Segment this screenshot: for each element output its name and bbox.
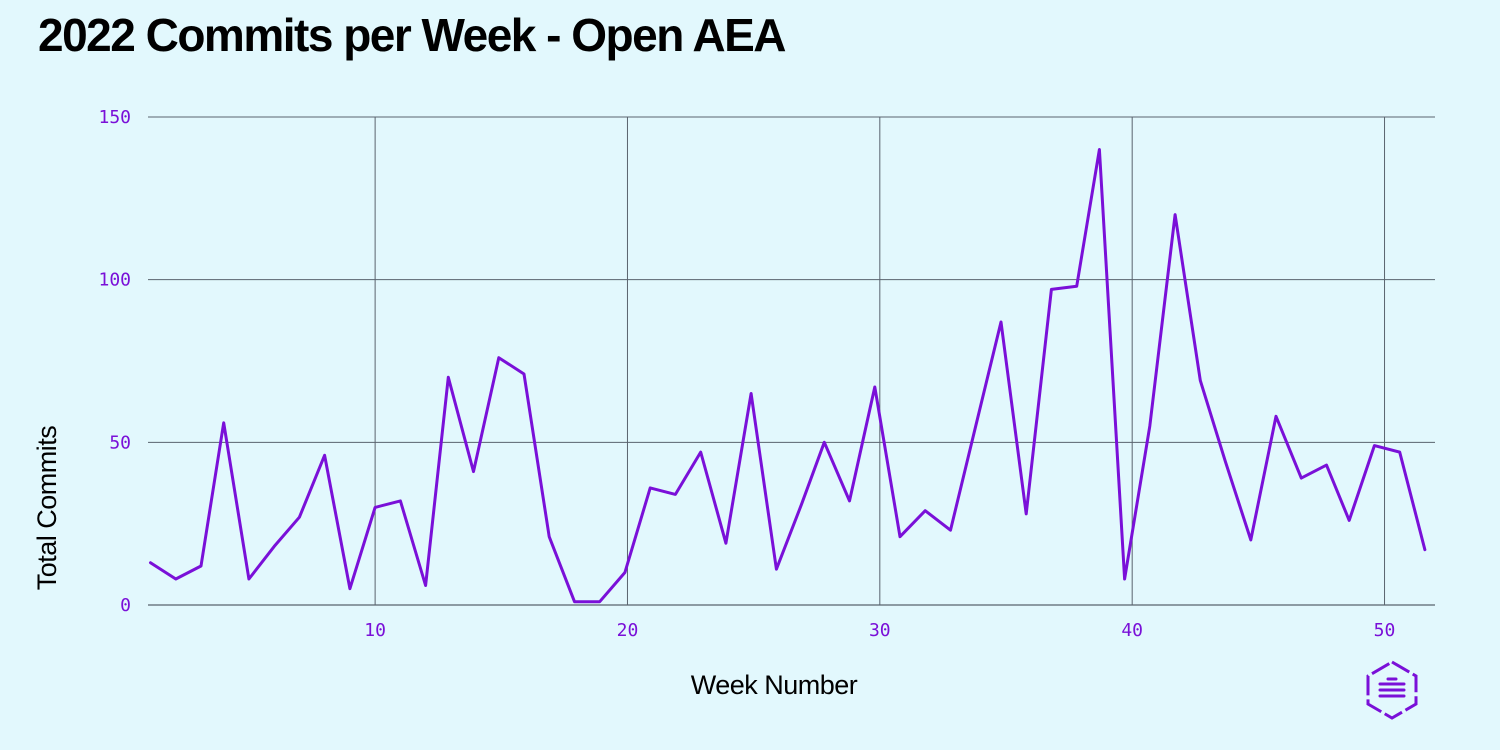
tick-labels: 0 50 100 150 10 20 30 40 50 (98, 107, 1395, 641)
x-axis-title: Week Number (691, 670, 858, 700)
series-lines (149, 148, 1427, 604)
x-tick-label: 50 (1374, 620, 1396, 641)
y-tick-label: 50 (109, 432, 131, 453)
x-tick-label: 10 (364, 620, 386, 641)
hexagon-logo-icon (1366, 660, 1418, 720)
chart-title: 2022 Commits per Week - Open AEA (38, 9, 787, 61)
x-tick-label: 20 (617, 620, 639, 641)
y-tick-label: 150 (98, 107, 131, 128)
y-tick-label: 100 (98, 270, 131, 291)
y-axis-title: Total Commits (32, 426, 62, 591)
y-tick-label: 0 (120, 595, 131, 616)
x-tick-label: 30 (869, 620, 891, 641)
series-line (149, 148, 1427, 604)
x-tick-label: 40 (1121, 620, 1143, 641)
